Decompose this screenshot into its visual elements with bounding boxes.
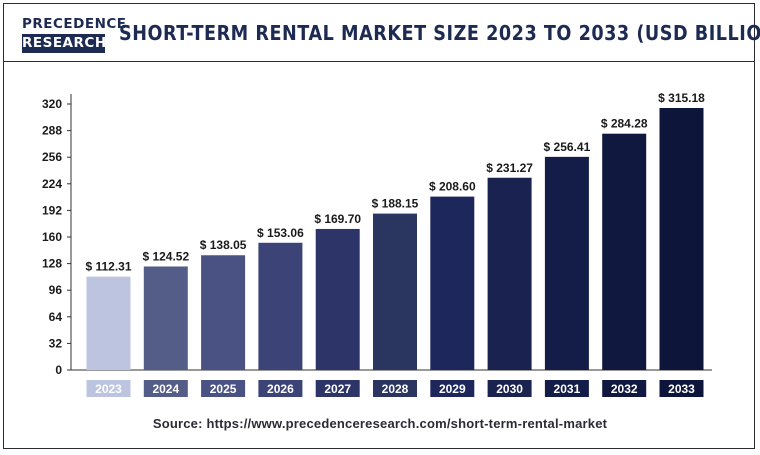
y-tick-label: 32 [49, 336, 63, 350]
x-tick-label-2030: 2030 [496, 382, 523, 396]
data-label-2032: $ 284.28 [601, 117, 648, 131]
brand-logo: PRECEDENCE RESEARCH [22, 15, 127, 53]
y-tick-label: 0 [55, 363, 62, 377]
y-tick-label: 192 [42, 203, 62, 217]
chart-title: SHORT-TERM RENTAL MARKET SIZE 2023 TO 20… [119, 21, 760, 45]
bar-2029 [430, 196, 475, 370]
x-tick-box-2026 [258, 380, 303, 397]
y-tick-label: 288 [42, 124, 62, 138]
x-tick-label-2023: 2023 [95, 382, 122, 396]
data-label-2030: $ 231.27 [486, 161, 533, 175]
data-label-2027: $ 169.70 [314, 212, 361, 226]
bar-2033 [659, 108, 704, 370]
x-tick-label-2033: 2033 [668, 382, 695, 396]
bar-2031 [544, 156, 589, 370]
x-tick-label-2024: 2024 [152, 382, 179, 396]
x-tick-label-2031: 2031 [554, 382, 581, 396]
x-tick-box-2029 [430, 380, 475, 397]
x-tick-label-2028: 2028 [382, 382, 409, 396]
data-label-2025: $ 138.05 [200, 238, 247, 252]
bar-2024 [143, 266, 188, 370]
bar-2028 [373, 213, 417, 370]
y-tick-label: 128 [42, 257, 62, 271]
bar-2026 [258, 242, 303, 370]
logo-line1: PRECEDENCE [22, 16, 127, 32]
data-label-2029: $ 208.60 [429, 180, 476, 194]
header: PRECEDENCE RESEARCH SHORT-TERM RENTAL MA… [4, 4, 760, 62]
x-tick-box-2028 [373, 380, 417, 397]
data-label-2024: $ 124.52 [142, 249, 189, 263]
data-label-2026: $ 153.06 [257, 226, 304, 240]
x-tick-box-2025 [201, 380, 246, 397]
x-tick-label-2032: 2032 [611, 382, 638, 396]
x-tick-label-2027: 2027 [324, 382, 351, 396]
bar-2030 [487, 177, 532, 370]
x-tick-box-2027 [315, 380, 360, 397]
logo-line2: RESEARCH [22, 34, 107, 53]
source-note: Source: https://www.precedenceresearch.c… [152, 416, 608, 431]
bar-2023 [86, 276, 131, 370]
data-label-2031: $ 256.41 [544, 140, 591, 154]
x-tick-label-2025: 2025 [210, 382, 237, 396]
bar-2025 [201, 255, 246, 370]
y-tick-label: 96 [49, 283, 63, 297]
y-tick-label: 320 [42, 97, 62, 111]
x-tick-box-2030 [487, 380, 532, 397]
bar-2027 [315, 228, 360, 370]
bar-2032 [602, 133, 647, 370]
x-tick-box-2031 [544, 380, 589, 397]
data-label-2028: $ 188.15 [372, 197, 419, 211]
x-tick-box-2033 [659, 380, 704, 397]
x-tick-box-2023 [86, 380, 131, 397]
data-label-2033: $ 315.18 [658, 91, 705, 105]
data-label-2023: $ 112.31 [85, 260, 131, 274]
y-tick-label: 160 [42, 230, 62, 244]
x-tick-box-2032 [602, 380, 647, 397]
x-tick-label-2026: 2026 [267, 382, 294, 396]
x-tick-label-2029: 2029 [439, 382, 466, 396]
x-tick-box-2024 [143, 380, 188, 397]
y-tick-label: 64 [49, 310, 63, 324]
y-tick-label: 256 [42, 150, 62, 164]
y-tick-label: 224 [42, 177, 62, 191]
